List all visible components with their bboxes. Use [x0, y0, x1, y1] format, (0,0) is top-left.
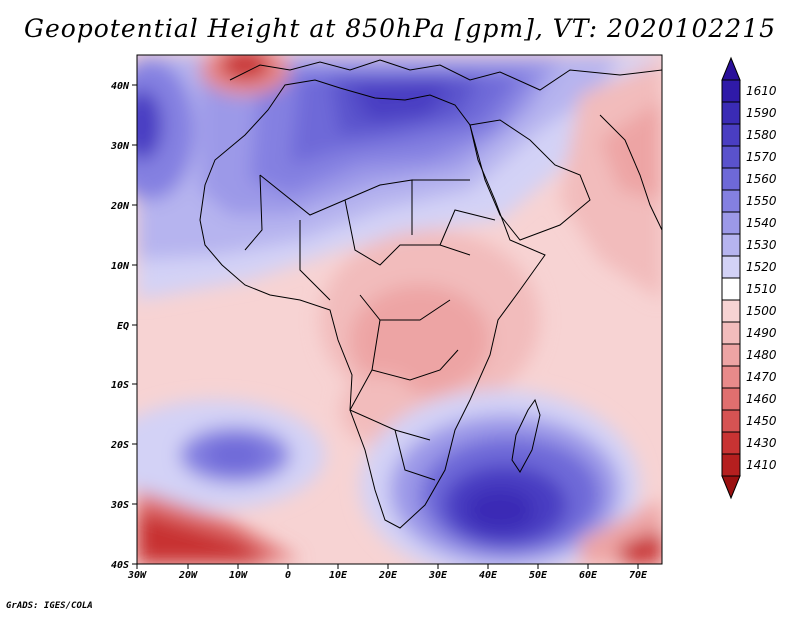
- x-tick-label: 50E: [529, 570, 548, 581]
- y-axis: 40N 30N 20N 10N EQ 10S 20S 30S 40S: [110, 81, 137, 571]
- colorbar-swatch: [721, 145, 741, 169]
- height-field: [137, 55, 662, 564]
- y-tick-label: 10S: [111, 380, 129, 391]
- arabia-outline: [469, 119, 591, 241]
- coastlines: [199, 59, 662, 529]
- x-tick-label: 30W: [127, 570, 147, 581]
- credit-text: GrADS: IGES/COLA: [6, 601, 93, 611]
- madagascar-outline: [511, 398, 541, 473]
- colorbar-swatch: [721, 189, 741, 213]
- colorbar-swatch: [721, 123, 741, 147]
- colorbar-label: 1450: [746, 414, 777, 428]
- india-coast: [599, 114, 662, 231]
- colorbar-swatch: [721, 321, 741, 345]
- colorbar-swatch: [721, 101, 741, 125]
- colorbar-label: 1500: [746, 304, 777, 318]
- colorbar-label: 1550: [746, 194, 777, 208]
- colorbar-swatch: [721, 233, 741, 257]
- x-tick-label: 20W: [178, 570, 198, 581]
- y-tick-label: 40N: [111, 81, 130, 92]
- y-tick-label: 30S: [110, 500, 129, 511]
- colorbar-label: 1460: [746, 392, 777, 406]
- y-tick-label: 20N: [110, 201, 130, 212]
- x-axis: 30W 20W 10W 0 10E 20E 30E 40E 50E 60E 70…: [127, 564, 648, 581]
- colorbar-label: 1480: [746, 348, 777, 362]
- x-tick-label: 40E: [479, 570, 498, 581]
- map-frame: [136, 54, 663, 565]
- colorbar-label: 1560: [746, 172, 777, 186]
- x-tick-label: 70E: [629, 570, 648, 581]
- colorbar-label: 1490: [746, 326, 777, 340]
- colorbar-label: 1510: [746, 282, 777, 296]
- colorbar-label: 1520: [746, 260, 777, 274]
- colorbar-swatch: [721, 255, 741, 279]
- colorbar-label: 1590: [746, 106, 777, 120]
- colorbar-swatch: [721, 277, 741, 301]
- colorbar-label: 1610: [746, 84, 777, 98]
- x-tick-label: 10E: [329, 570, 348, 581]
- y-tick-label: 20S: [110, 440, 129, 451]
- colorbar-swatch: [721, 299, 741, 323]
- colorbar-swatch: [721, 387, 741, 411]
- colorbar-label: 1530: [746, 238, 777, 252]
- chart-title: Geopotential Height at 850hPa [gpm], VT:…: [23, 14, 777, 43]
- europe-coast: [229, 59, 662, 91]
- y-tick-label: 10N: [111, 261, 130, 272]
- y-tick-label: 30N: [110, 141, 130, 152]
- colorbar-label: 1410: [746, 458, 777, 472]
- africa-outline: [199, 79, 546, 529]
- y-tick-label: EQ: [117, 321, 129, 332]
- colorbar-label: 1580: [746, 128, 777, 142]
- colorbar-swatch: [721, 211, 741, 235]
- colorbar-swatch: [721, 431, 741, 455]
- colorbar-bottom-arrow: [721, 475, 741, 500]
- colorbar-swatch: [721, 343, 741, 367]
- colorbar-swatch: [721, 79, 741, 103]
- x-tick-label: 20E: [378, 570, 398, 581]
- colorbar: 1610 1590 1580 1570 1560 1550 1540 1530 1520 1510…: [721, 56, 777, 500]
- colorbar-label: 1430: [746, 436, 777, 450]
- colorbar-label: 1540: [746, 216, 777, 230]
- colorbar-swatch: [721, 365, 741, 389]
- x-tick-label: 0: [285, 570, 291, 581]
- x-tick-label: 60E: [579, 570, 598, 581]
- colorbar-label: 1570: [746, 150, 777, 164]
- y-tick-label: 40S: [111, 560, 129, 571]
- x-tick-label: 30E: [428, 570, 448, 581]
- colorbar-swatch: [721, 453, 741, 477]
- colorbar-label: 1470: [746, 370, 777, 384]
- x-tick-label: 10W: [229, 570, 248, 581]
- colorbar-swatch: [721, 167, 741, 191]
- colorbar-swatch: [721, 409, 741, 433]
- colorbar-top-arrow: [721, 56, 741, 81]
